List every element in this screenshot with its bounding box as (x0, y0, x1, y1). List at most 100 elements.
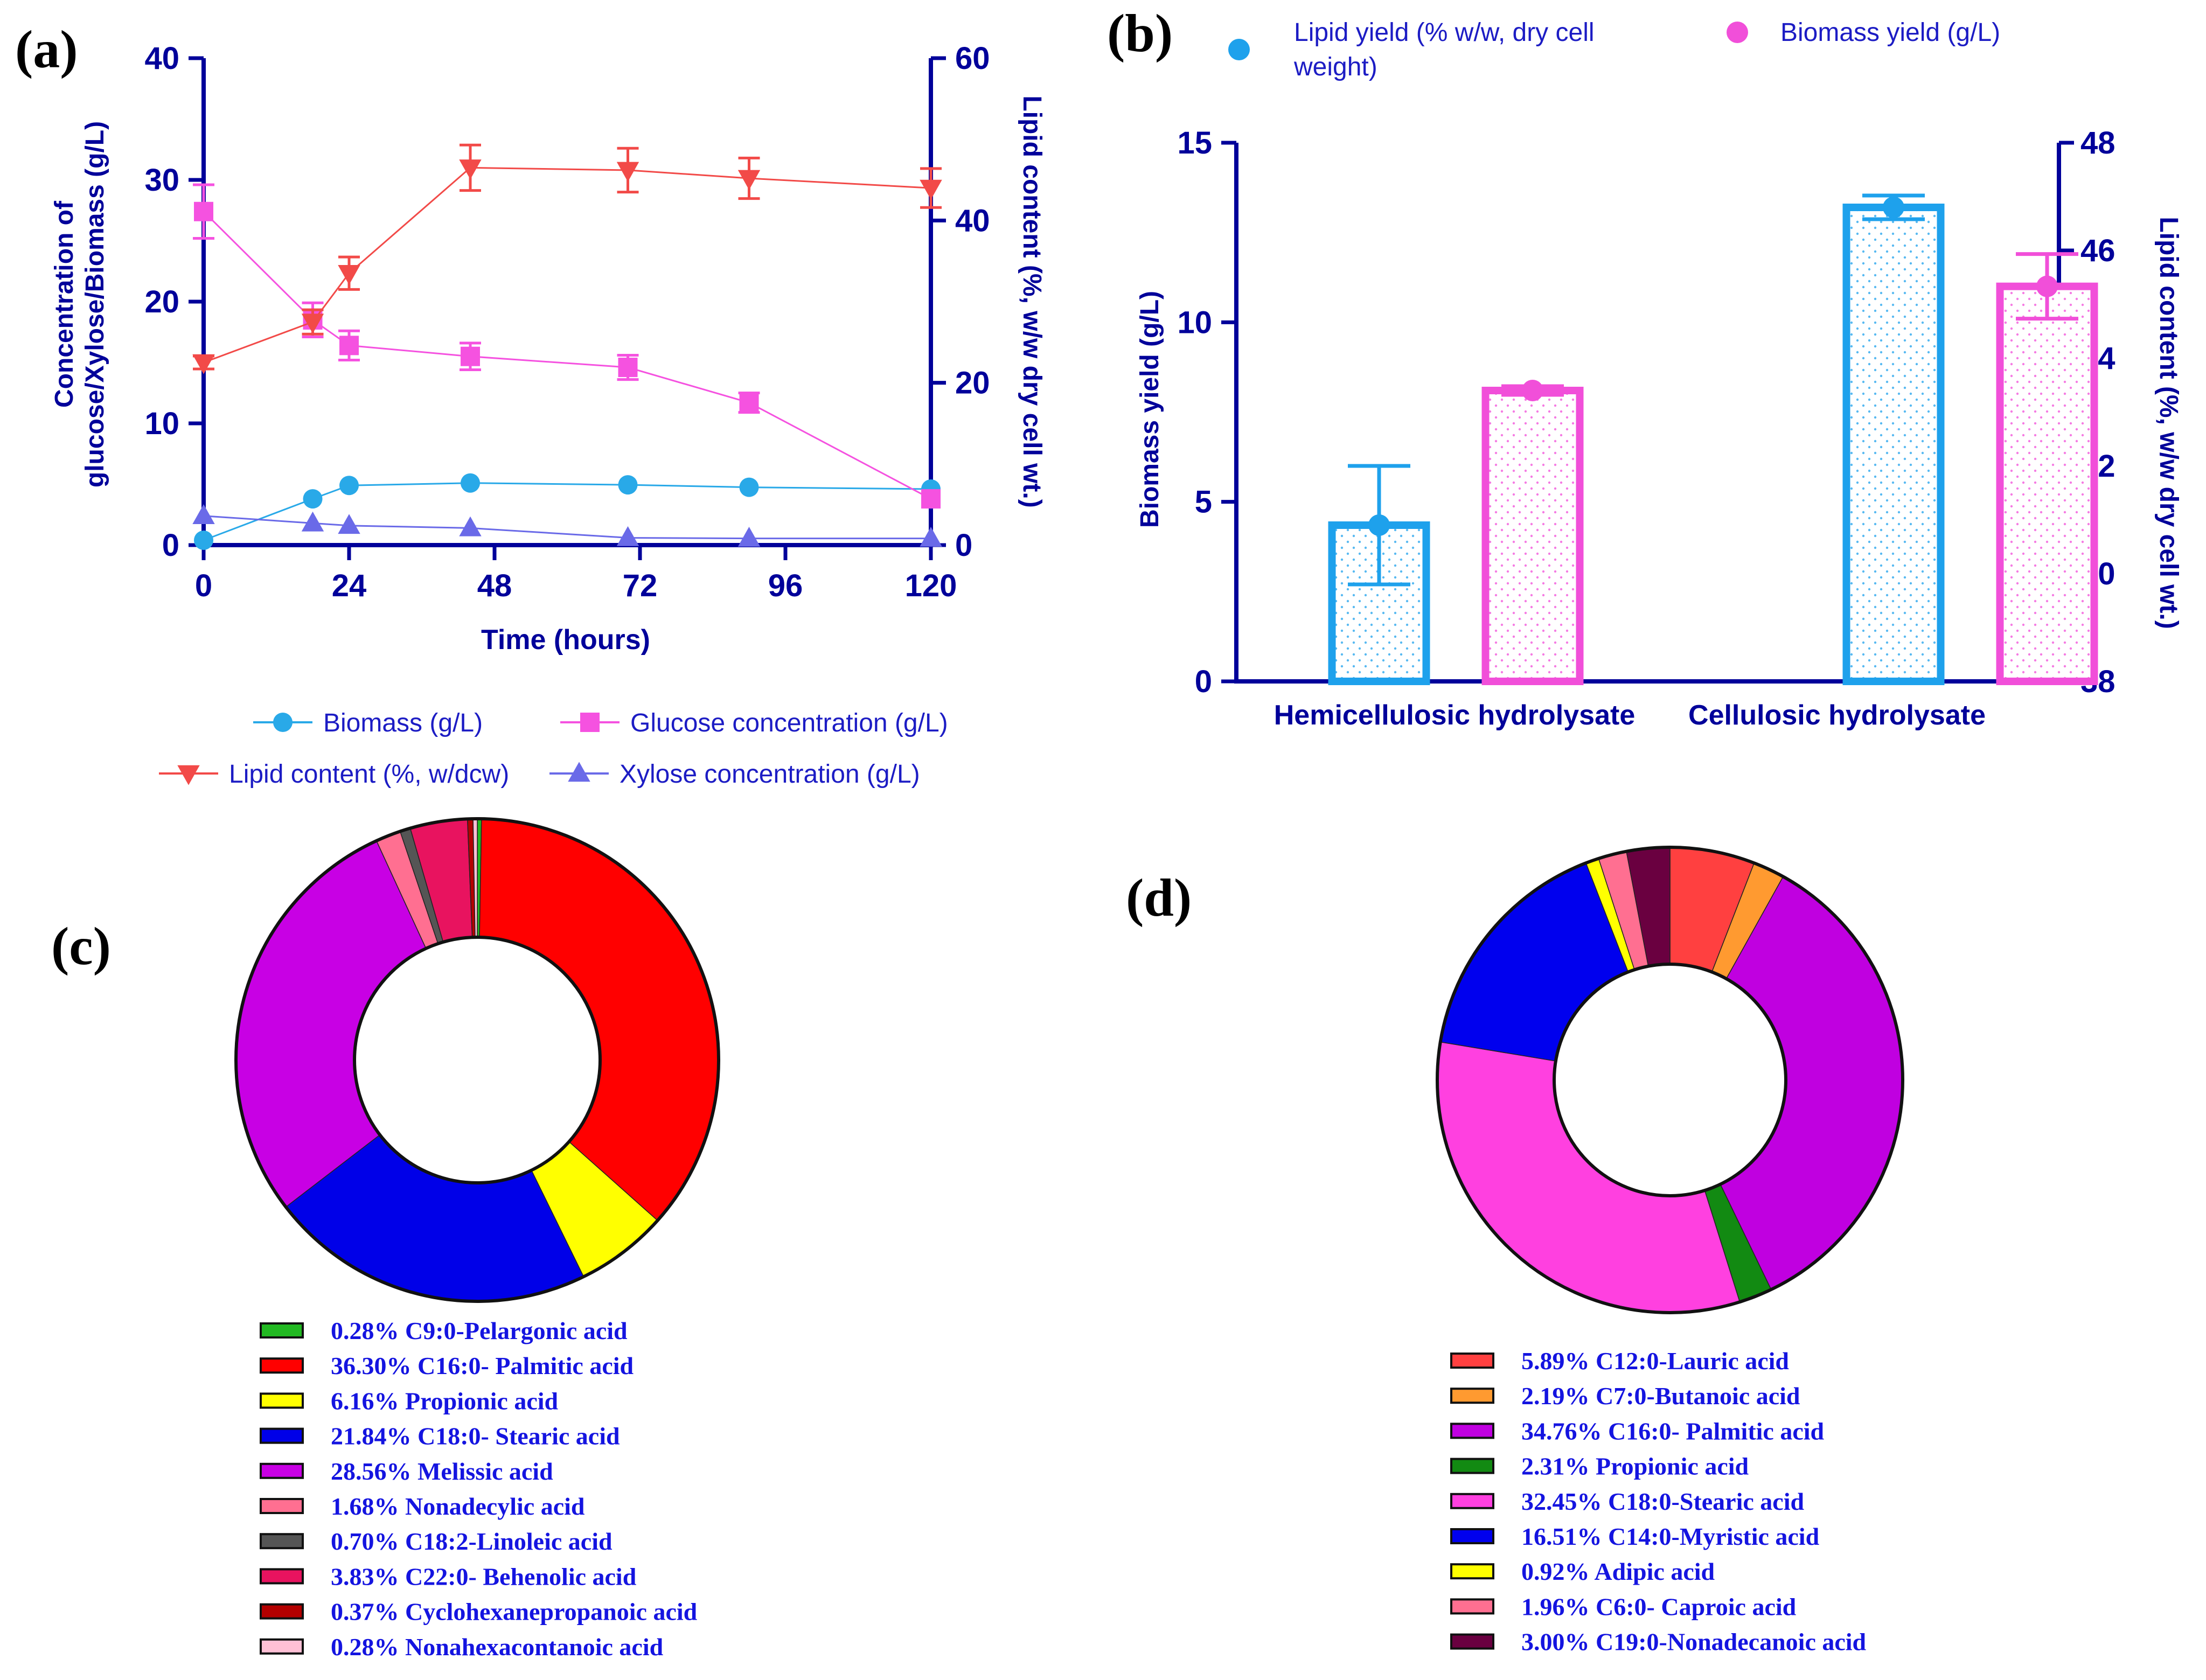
legend-label: 6.16% Propionic acid (331, 1387, 559, 1414)
donut-hole (1553, 963, 1787, 1197)
legend-swatch (260, 1357, 304, 1374)
chart-b-ytick-left-label: 0 (1195, 664, 1212, 699)
legend-label: 3.83% C22:0- Behenolic acid (331, 1563, 637, 1590)
donut-outer-ring (234, 817, 720, 1303)
legend-label: 0.28% Nonahexacontanoic acid (331, 1633, 664, 1661)
chart-a: 0 10 20 30 40 0 20 40 60 0 24 48 72 96 120 Time (hours… (50, 41, 1046, 789)
chart-c: 0.28% C9:0-Pelargonic acid 36.30% C16:0- … (234, 817, 720, 1661)
data-point (459, 516, 482, 536)
data-point (303, 489, 323, 509)
data-point (618, 475, 638, 495)
data-point (192, 354, 215, 374)
chart-a-ytick-left-label: 30 (144, 163, 179, 198)
data-point (1883, 197, 1904, 218)
chart-b-legend: Lipid yield (% w/w, dry cell weight) Bioma… (1228, 18, 2000, 81)
chart-a-xtick-label: 48 (477, 568, 512, 603)
legend-swatch (260, 1568, 304, 1585)
series-line (203, 211, 931, 500)
data-point (737, 526, 761, 547)
legend-swatch (1450, 1493, 1494, 1509)
legend-label: Biomass (g/L) (323, 709, 483, 737)
data-point (338, 514, 360, 534)
panel-label-b: (b) (1107, 3, 1173, 63)
legend-swatch (260, 1603, 304, 1620)
legend-swatch (1450, 1458, 1494, 1474)
chart-c-donut (234, 817, 720, 1303)
bar-biomass (1996, 282, 2098, 685)
chart-a-legend: Biomass (g/L) Glucose concentration (g/L)… (159, 709, 948, 789)
legend-swatch (1450, 1598, 1494, 1615)
chart-a-xtick-label: 0 (195, 568, 212, 603)
chart-b-ylabel-left: Biomass yield (g/L) (1136, 291, 1164, 528)
legend-swatch (260, 1638, 304, 1655)
chart-a-ytick-left-label: 10 (144, 406, 179, 441)
data-point (339, 336, 359, 355)
legend-marker (568, 762, 590, 782)
chart-b-category-label: Hemicellulosic hydrolysate (1274, 700, 1636, 731)
data-point (194, 201, 213, 221)
legend-label: Lipid yield (% w/w, dry cell (1294, 18, 1595, 47)
data-point (921, 489, 941, 509)
data-point (616, 162, 639, 182)
legend-swatch (1450, 1423, 1494, 1439)
chart-a-ylabel-line2: glucose/Xylose/Biomass (g/L) (81, 121, 109, 487)
chart-b-ytick-left-label: 5 (1195, 485, 1212, 520)
legend-label: 34.76% C16:0- Palmitic acid (1521, 1417, 1825, 1445)
chart-b-ylabel-right: Lipid content (%, w/w dry cell wt.) (2154, 217, 2183, 629)
data-point (338, 264, 360, 285)
chart-b: Lipid yield (% w/w, dry cell weight) Bioma… (1136, 18, 2183, 731)
chart-a-ytick-right-label: 20 (955, 366, 990, 401)
data-point (739, 393, 759, 413)
chart-a-ytick-right-label: 40 (955, 203, 990, 238)
legend-label: 2.19% C7:0-Butanoic acid (1521, 1382, 1800, 1410)
legend-label: 0.92% Adipic acid (1521, 1558, 1715, 1585)
chart-a-xtick-label: 72 (623, 568, 658, 603)
legend-swatch (1450, 1528, 1494, 1544)
chart-a-axes: 0 10 20 30 40 0 20 40 60 0 24 48 72 96 120 (144, 41, 990, 603)
chart-a-ytick-right-label: 0 (955, 528, 972, 563)
chart-a-xtick-label: 96 (768, 568, 803, 603)
chart-d-legend: 5.89% C12:0-Lauric acid 2.19% C7:0-Butano… (1450, 1347, 1867, 1656)
data-point (461, 346, 480, 366)
data-point (1522, 380, 1543, 401)
legend-swatch (1450, 1633, 1494, 1650)
data-point (1368, 514, 1390, 536)
chart-b-axes: 051015384042444648Hemicellulosic hydroly… (1177, 126, 2115, 731)
legend-label: 28.56% Melissic acid (331, 1458, 553, 1485)
data-point (616, 526, 639, 546)
legend-swatch (260, 1498, 304, 1514)
legend-swatch (260, 1462, 304, 1479)
chart-d-donut (1436, 846, 1904, 1314)
data-point (737, 170, 761, 190)
chart-b-ytick-left-label: 10 (1177, 305, 1212, 340)
legend-label: Xylose concentration (g/L) (620, 760, 920, 789)
legend-label: Lipid content (%, w/dcw) (229, 760, 509, 789)
chart-c-legend: 0.28% C9:0-Pelargonic acid 36.30% C16:0- … (260, 1317, 698, 1661)
legend-marker (273, 713, 293, 732)
legend-marker (580, 713, 600, 732)
chart-b-ytick-left-label: 15 (1177, 126, 1212, 161)
legend-label: 3.00% C19:0-Nonadecanoic acid (1521, 1628, 1867, 1656)
legend-label: 5.89% C12:0-Lauric acid (1521, 1347, 1789, 1375)
chart-d: 5.89% C12:0-Lauric acid 2.19% C7:0-Butano… (1436, 846, 1904, 1656)
legend-label: 0.70% C18:2-Linoleic acid (331, 1528, 613, 1555)
chart-b-ytick-right-label: 48 (2080, 126, 2115, 161)
legend-label: 36.30% C16:0- Palmitic acid (331, 1352, 634, 1379)
chart-a-series (192, 143, 942, 550)
chart-a-ytick-right-label: 60 (955, 41, 990, 76)
data-point (618, 358, 638, 378)
legend-label: 1.68% Nonadecylic acid (331, 1493, 585, 1520)
data-point (301, 511, 324, 532)
data-point (192, 504, 215, 525)
legend-swatch (1450, 1563, 1494, 1580)
legend-marker (177, 765, 200, 785)
legend-swatch (260, 1533, 304, 1550)
data-point (920, 179, 942, 200)
chart-b-category-label: Cellulosic hydrolysate (1688, 700, 1986, 731)
legend-swatch (260, 1392, 304, 1409)
chart-b-bars (1328, 193, 2098, 685)
legend-marker (1727, 22, 1748, 43)
legend-label: 2.31% Propionic acid (1521, 1453, 1749, 1480)
legend-label: 0.37% Cyclohexanepropanoic acid (331, 1598, 698, 1626)
